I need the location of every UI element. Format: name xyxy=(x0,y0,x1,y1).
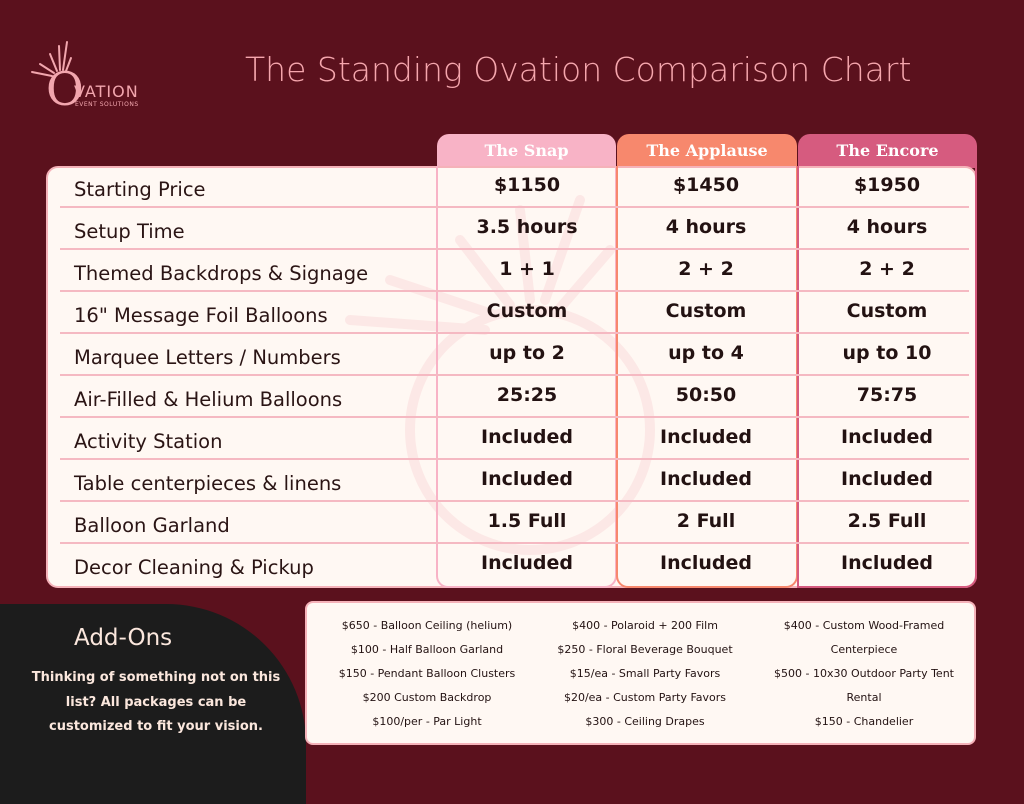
addon-item: $100/per - Par Light xyxy=(372,715,482,728)
addon-item: $100 - Half Balloon Garland xyxy=(350,643,504,656)
row-divider xyxy=(60,374,969,376)
row-label: Air-Filled & Helium Balloons xyxy=(74,388,343,411)
table-row: Marquee Letters / Numbers up to 2 up to … xyxy=(50,334,973,376)
row-divider xyxy=(60,500,969,502)
table-row: Themed Backdrops & Signage 1 + 1 2 + 2 2… xyxy=(50,250,973,292)
cell-snap: 3.5 hours xyxy=(476,216,578,238)
cell-encore: 2.5 Full xyxy=(847,510,927,532)
cell-snap: $1150 xyxy=(493,174,561,196)
cell-snap: 25:25 xyxy=(496,384,558,406)
addon-item: $250 - Floral Beverage Bouquet xyxy=(557,643,733,656)
cell-encore: up to 10 xyxy=(842,342,932,364)
package-header-applause: The Applause xyxy=(617,134,797,168)
package-header-encore: The Encore xyxy=(798,134,977,168)
logo-letter: O xyxy=(46,62,84,116)
table-row: Balloon Garland 1.5 Full 2 Full 2.5 Full xyxy=(50,502,973,544)
row-divider xyxy=(60,248,969,250)
table-row: Activity Station Included Included Inclu… xyxy=(50,418,973,460)
ovation-logo: O VATION EVENT SOLUTIONS xyxy=(26,40,166,116)
row-label: Themed Backdrops & Signage xyxy=(74,262,369,285)
package-header-snap: The Snap xyxy=(437,134,616,168)
cell-snap: Included xyxy=(481,426,573,448)
addon-item: $400 - Polaroid + 200 Film xyxy=(572,619,718,632)
cell-applause: Custom xyxy=(665,300,747,322)
row-divider xyxy=(60,416,969,418)
cell-encore: 4 hours xyxy=(846,216,928,238)
addon-item: $500 - 10x30 Outdoor Party Tent xyxy=(774,667,954,680)
addons-description: Thinking of something not on this list? … xyxy=(31,670,281,734)
addons-list: $650 - Balloon Ceiling (helium) $100 - H… xyxy=(305,601,976,745)
cell-snap: 1 + 1 xyxy=(499,258,555,280)
table-row: 16" Message Foil Balloons Custom Custom … xyxy=(50,292,973,334)
cell-encore: Included xyxy=(841,552,933,574)
row-divider xyxy=(60,290,969,292)
addon-item: $150 - Pendant Balloon Clusters xyxy=(338,667,516,680)
addons-column: $650 - Balloon Ceiling (helium) $100 - H… xyxy=(318,614,536,734)
row-divider xyxy=(60,542,969,544)
addon-item: Rental xyxy=(846,691,882,704)
table-row: Setup Time 3.5 hours 4 hours 4 hours xyxy=(50,208,973,250)
row-divider xyxy=(60,206,969,208)
addon-item: $400 - Custom Wood-Framed xyxy=(783,619,945,632)
logo-name: VATION xyxy=(74,82,139,101)
cell-applause: Included xyxy=(660,426,752,448)
addons-column: $400 - Custom Wood-Framed Centerpiece $5… xyxy=(755,614,973,734)
row-label: Decor Cleaning & Pickup xyxy=(74,556,314,579)
cell-applause: 2 Full xyxy=(676,510,736,532)
row-label: Setup Time xyxy=(74,220,185,243)
logo-rays-icon xyxy=(31,41,72,77)
table-row: Table centerpieces & linens Included Inc… xyxy=(50,460,973,502)
row-label: Table centerpieces & linens xyxy=(74,472,342,495)
addon-item: $650 - Balloon Ceiling (helium) xyxy=(341,619,513,632)
addon-item: $150 - Chandelier xyxy=(814,715,914,728)
cell-encore: 2 + 2 xyxy=(859,258,915,280)
cell-applause: Included xyxy=(660,468,752,490)
row-divider xyxy=(60,332,969,334)
cell-encore: $1950 xyxy=(853,174,921,196)
addons-column: $400 - Polaroid + 200 Film $250 - Floral… xyxy=(535,614,755,734)
package-headers: The Snap The Applause The Encore xyxy=(0,134,1024,170)
cell-encore: Included xyxy=(841,426,933,448)
page-title: The Standing Ovation Comparison Chart xyxy=(245,50,912,89)
cell-applause: Included xyxy=(660,552,752,574)
row-label: Activity Station xyxy=(74,430,223,453)
cell-encore: Included xyxy=(841,468,933,490)
cell-applause: $1450 xyxy=(672,174,740,196)
cell-snap: up to 2 xyxy=(489,342,565,364)
cell-encore: Custom xyxy=(846,300,928,322)
logo-subtitle: EVENT SOLUTIONS xyxy=(75,101,139,108)
addons-title: Add-Ons xyxy=(74,625,173,651)
row-label: 16" Message Foil Balloons xyxy=(74,304,328,327)
cell-applause: 2 + 2 xyxy=(678,258,734,280)
cell-snap: Custom xyxy=(486,300,568,322)
row-label: Marquee Letters / Numbers xyxy=(74,346,341,369)
column-encore xyxy=(797,166,977,588)
cell-encore: 75:75 xyxy=(856,384,918,406)
addon-item: $200 Custom Backdrop xyxy=(362,691,492,704)
cell-applause: up to 4 xyxy=(668,342,744,364)
addon-item: Centerpiece xyxy=(830,643,898,656)
table-row: Decor Cleaning & Pickup Included Include… xyxy=(50,544,973,586)
cell-snap: Included xyxy=(481,468,573,490)
addon-item: $20/ea - Custom Party Favors xyxy=(563,691,727,704)
cell-applause: 4 hours xyxy=(665,216,747,238)
table-row: Starting Price $1150 $1450 $1950 xyxy=(50,166,973,208)
addon-item: $300 - Ceiling Drapes xyxy=(585,715,705,728)
addon-item: $15/ea - Small Party Favors xyxy=(569,667,721,680)
cell-snap: 1.5 Full xyxy=(487,510,567,532)
watermark-logo-icon xyxy=(345,195,655,555)
row-label: Balloon Garland xyxy=(74,514,230,537)
row-label: Starting Price xyxy=(74,178,206,201)
table-row: Air-Filled & Helium Balloons 25:25 50:50… xyxy=(50,376,973,418)
cell-snap: Included xyxy=(481,552,573,574)
cell-applause: 50:50 xyxy=(675,384,737,406)
row-divider xyxy=(60,458,969,460)
